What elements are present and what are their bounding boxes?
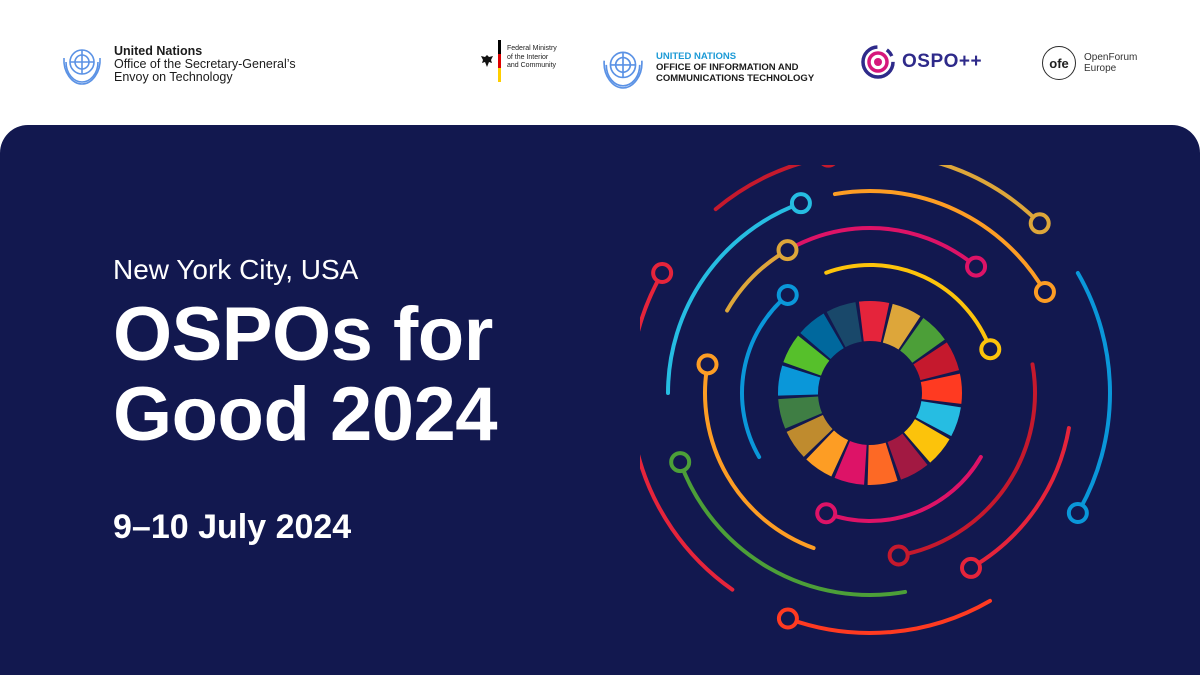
circuit-node xyxy=(887,544,910,567)
event-banner: New York City, USA OSPOs for Good 2024 9… xyxy=(0,125,1200,675)
circuit-node xyxy=(821,165,836,168)
bmi-line3: and Community xyxy=(507,62,557,70)
circuit-arc xyxy=(666,201,803,395)
circuit-arc xyxy=(678,460,908,597)
sdg-wheel-segment xyxy=(778,396,823,429)
circuit-node xyxy=(965,255,988,278)
german-eagle-icon xyxy=(481,55,493,67)
circuit-arc xyxy=(703,362,816,551)
circuit-node xyxy=(789,192,812,215)
sdg-wheel-segment xyxy=(915,401,961,437)
bmi-line1: Federal Ministry xyxy=(507,45,557,53)
sdg-wheel-segment xyxy=(913,342,960,381)
circuit-arc xyxy=(1075,271,1112,515)
ospo-label: OSPO++ xyxy=(902,51,983,72)
circuit-node xyxy=(1033,281,1056,303)
un-oict-logo: UNITED NATIONS OFFICE OF INFORMATION AND… xyxy=(600,44,814,90)
openforum-europe-logo: ofe OpenForum Europe xyxy=(1042,46,1137,80)
sdg-wheel-segment xyxy=(783,335,830,376)
circuit-arc xyxy=(937,165,1042,226)
event-title-line2: Good 2024 xyxy=(113,372,498,457)
circuit-arc xyxy=(785,598,992,635)
sdg-wheel-segment xyxy=(867,442,898,485)
sdg-wheel-segment xyxy=(806,430,849,477)
sdg-wheel-segment xyxy=(834,440,867,485)
circuit-arc xyxy=(740,292,790,459)
circuit-node xyxy=(776,607,799,630)
circuit-arc xyxy=(824,455,983,523)
sdg-wheel-segment xyxy=(904,419,950,463)
circuit-node xyxy=(651,262,674,284)
ofe-line2: Europe xyxy=(1084,63,1117,74)
circuit-node xyxy=(1028,212,1051,235)
circuit-node xyxy=(815,502,838,525)
oict-line3: COMMUNICATIONS TECHNOLOGY xyxy=(656,72,815,84)
circuit-arc xyxy=(713,165,802,212)
bmi-logo: Federal Ministry of the Interior and Com… xyxy=(480,40,557,82)
circuit-node xyxy=(776,283,799,306)
partner-logo-strip: United Nations Office of the Secretary-G… xyxy=(0,0,1200,125)
un-tech-envoy-logo: United Nations Office of the Secretary-G… xyxy=(60,42,296,86)
event-title: OSPOs for Good 2024 xyxy=(113,295,633,455)
sdg-wheel-segment xyxy=(800,313,844,360)
oict-line1: UNITED NATIONS xyxy=(656,50,737,62)
bmi-line2: of the Interior xyxy=(507,53,549,61)
ospo-plus-plus-logo: OSPO++ xyxy=(860,44,982,80)
circuit-arc xyxy=(969,426,1071,570)
circuit-arc xyxy=(832,189,1047,294)
circuit-node xyxy=(979,338,1002,361)
circuit-arc xyxy=(896,362,1037,558)
ospo-ring-icon xyxy=(861,45,895,79)
un-envoy-line2: Office of the Secretary-General’s xyxy=(114,56,296,71)
circuit-node xyxy=(776,239,799,262)
sdg-wheel-segment xyxy=(920,373,962,404)
circuit-node xyxy=(1066,502,1089,524)
oict-line2: OFFICE OF INFORMATION AND xyxy=(656,61,799,73)
un-emblem-icon xyxy=(63,49,101,85)
un-envoy-line1: United Nations xyxy=(114,43,203,58)
ofe-mark: ofe xyxy=(1042,46,1076,80)
german-flag-bar xyxy=(498,40,501,82)
ofe-line1: OpenForum xyxy=(1084,52,1138,63)
sdg-wheel-segment xyxy=(858,301,890,343)
sdg-wheel-segment xyxy=(887,433,928,480)
sdg-circuit-wheel-icon xyxy=(640,165,1112,635)
sdg-wheel-segment xyxy=(786,414,833,457)
circuit-arc xyxy=(824,263,993,352)
sdg-wheel-segment xyxy=(826,302,862,348)
circuit-node xyxy=(669,451,692,474)
event-dates: 9–10 July 2024 xyxy=(113,508,352,546)
un-envoy-line3: Envoy on Technology xyxy=(114,69,233,84)
circuit-node xyxy=(696,353,719,376)
event-location: New York City, USA xyxy=(113,254,359,285)
circuit-node xyxy=(960,556,982,579)
sdg-wheel-segment xyxy=(900,318,945,363)
circuit-arc xyxy=(640,271,735,592)
event-title-line1: OSPOs for xyxy=(113,292,493,377)
sdg-wheel-segment xyxy=(882,303,921,350)
sdg-wheel-segment xyxy=(778,365,821,396)
un-emblem-icon xyxy=(603,51,643,89)
